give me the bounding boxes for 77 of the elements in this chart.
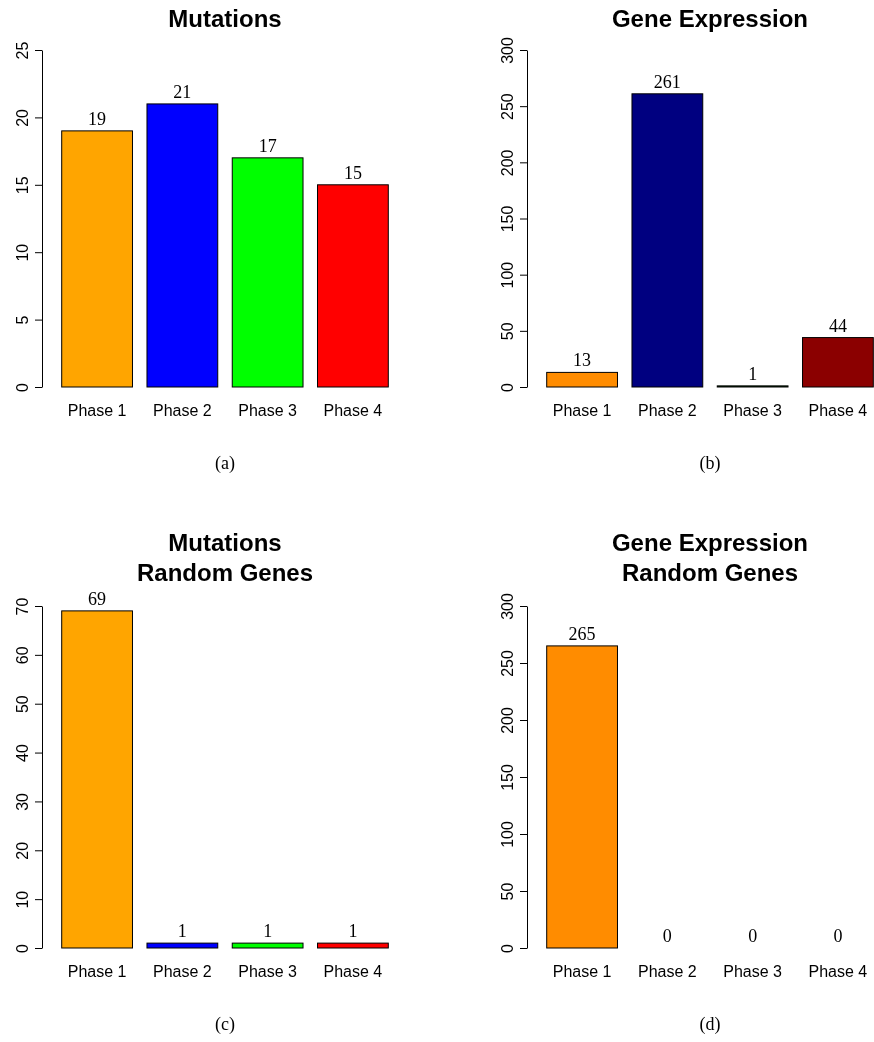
- y-tick-label: 30: [14, 792, 31, 811]
- bar: [317, 184, 389, 388]
- y-tick-label: 300: [499, 593, 516, 620]
- data-label: 1: [348, 921, 358, 942]
- y-tick-label: 50: [499, 322, 516, 341]
- y-tick-label: 10: [14, 890, 31, 909]
- x-tick-label: Phase 3: [238, 963, 298, 980]
- y-tick-label: 0: [499, 943, 516, 953]
- x-tick-label: Phase 2: [153, 402, 212, 419]
- text: (a): [215, 453, 235, 474]
- y-tick-label: 200: [499, 707, 516, 734]
- chart-subtitle: Random Genes: [621, 559, 799, 586]
- y-tick-label: 250: [499, 93, 516, 121]
- data-label: 261: [653, 71, 681, 92]
- x-tick-label: Phase 3: [238, 402, 298, 419]
- chart-title: Gene Expression: [611, 5, 809, 32]
- bar: [631, 93, 704, 388]
- chart-subtitle: Random Genes: [136, 559, 314, 586]
- data-label: 0: [833, 926, 843, 946]
- data-label: 1: [263, 921, 273, 942]
- x-tick-label: Phase 4: [808, 963, 868, 980]
- y-tick-label: 50: [14, 695, 31, 714]
- data-label: 21: [173, 81, 192, 102]
- y-tick-label: 100: [499, 821, 516, 848]
- chart-title: Mutations: [168, 5, 282, 32]
- bar: [546, 371, 618, 388]
- y-tick-label: 70: [14, 597, 31, 616]
- data-label: 1: [177, 921, 187, 942]
- bar: [802, 337, 874, 388]
- x-tick-label: Phase 2: [153, 963, 212, 980]
- y-tick-label: 15: [14, 176, 31, 195]
- bar: [146, 103, 219, 388]
- text: (d): [699, 1014, 721, 1035]
- text: (b): [699, 453, 721, 474]
- y-tick-label: 100: [499, 261, 516, 289]
- data-label: 1: [748, 363, 758, 384]
- data-label: 15: [343, 162, 362, 183]
- data-label: 17: [258, 135, 277, 156]
- bar: [231, 157, 304, 388]
- data-label: 69: [88, 588, 107, 609]
- data-label: 265: [568, 623, 596, 644]
- bar: [61, 130, 133, 388]
- y-tick-label: 150: [499, 205, 516, 233]
- y-tick-label: 50: [499, 882, 516, 901]
- data-label: 13: [573, 350, 592, 371]
- y-tick-label: 60: [14, 646, 31, 665]
- data-label: 44: [828, 315, 847, 336]
- x-tick-label: Phase 2: [638, 963, 697, 980]
- y-tick-label: 300: [499, 37, 516, 64]
- data-label: 19: [88, 108, 107, 129]
- y-tick-label: 25: [14, 41, 31, 60]
- text: (c): [215, 1014, 235, 1035]
- x-tick-label: Phase 4: [323, 402, 383, 419]
- data-label: 0: [662, 926, 672, 946]
- y-tick-label: 20: [14, 841, 31, 860]
- x-tick-label: Phase 2: [638, 402, 697, 419]
- chart-title: Gene Expression: [611, 529, 809, 556]
- y-tick-label: 20: [14, 108, 31, 127]
- x-tick-label: Phase 4: [323, 963, 383, 980]
- x-tick-label: Phase 1: [552, 963, 612, 980]
- chart-title: Mutations: [168, 529, 282, 556]
- y-tick-label: 10: [14, 243, 31, 262]
- y-tick-label: 0: [499, 382, 516, 392]
- y-tick-label: 150: [499, 764, 516, 791]
- y-tick-label: 5: [14, 315, 31, 325]
- x-tick-label: Phase 3: [723, 963, 783, 980]
- y-tick-label: 250: [499, 650, 516, 677]
- x-tick-label: Phase 1: [67, 963, 127, 980]
- y-tick-label: 40: [14, 744, 31, 762]
- y-tick-label: 0: [14, 943, 31, 953]
- y-tick-label: 0: [14, 382, 31, 392]
- x-tick-label: Phase 1: [552, 402, 612, 419]
- x-tick-label: Phase 3: [723, 402, 783, 419]
- data-label: 0: [748, 926, 758, 946]
- x-tick-label: Phase 4: [808, 402, 868, 419]
- y-tick-label: 200: [499, 149, 516, 177]
- x-tick-label: Phase 1: [67, 402, 127, 419]
